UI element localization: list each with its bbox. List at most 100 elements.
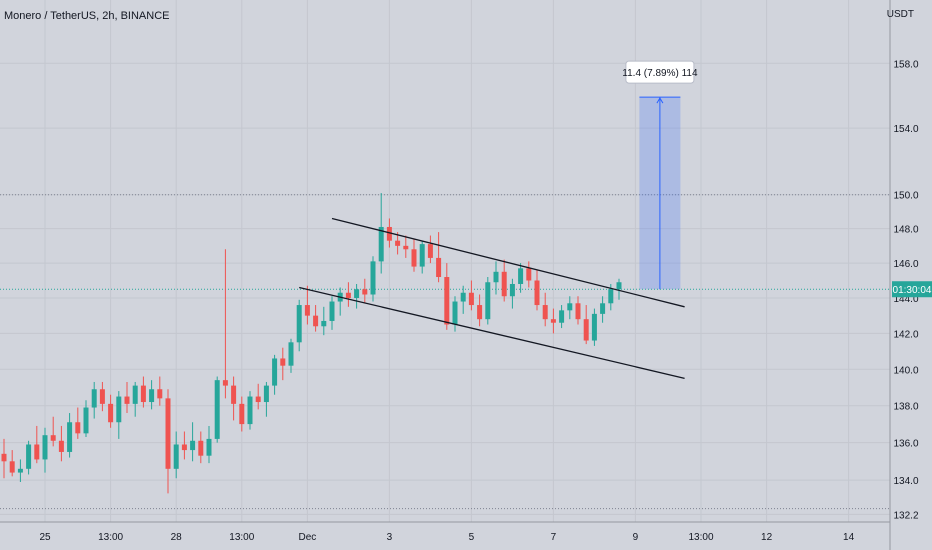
- candle-body: [116, 396, 122, 423]
- price-tick-label: 144.0: [893, 294, 918, 305]
- candle-body: [288, 342, 294, 366]
- candle-body: [313, 315, 319, 327]
- current-price-badge-bg: [892, 281, 932, 298]
- candle: [34, 425, 40, 464]
- candle-body: [149, 389, 155, 403]
- price-tick-label: 150.0: [893, 191, 918, 202]
- candle-body: [395, 240, 401, 246]
- candle: [206, 425, 212, 464]
- candle: [99, 381, 105, 412]
- candle-body: [600, 303, 606, 314]
- price-range-label-bg: [625, 60, 695, 84]
- candle: [419, 240, 425, 274]
- candle-body: [173, 444, 179, 469]
- candle-body: [296, 305, 302, 343]
- candle-body: [140, 385, 146, 403]
- candle-body: [263, 385, 269, 403]
- candle: [75, 407, 81, 439]
- candle: [378, 193, 384, 274]
- time-tick-label: 28: [171, 532, 183, 543]
- candle: [395, 232, 401, 255]
- candle: [91, 381, 97, 419]
- candle: [583, 305, 589, 345]
- candle: [616, 278, 622, 300]
- candle: [403, 235, 409, 258]
- candle-body: [83, 407, 89, 434]
- candle: [67, 413, 73, 458]
- candle: [411, 238, 417, 272]
- currency-unit[interactable]: USDT: [886, 9, 914, 20]
- candle: [550, 308, 556, 334]
- candle-body: [509, 283, 515, 297]
- candle-body: [362, 289, 368, 295]
- candle-body: [591, 313, 597, 341]
- candle-body: [17, 468, 23, 473]
- candle: [108, 394, 114, 428]
- candle: [436, 232, 442, 283]
- price-tick-label: 154.0: [893, 124, 918, 135]
- candle: [157, 376, 163, 406]
- candle: [26, 440, 32, 475]
- candle-body: [575, 303, 581, 320]
- price-range-label-text: 11.4 (7.89%) 114: [622, 68, 698, 79]
- candle-body: [198, 440, 204, 456]
- candle: [559, 305, 565, 329]
- candle-body: [42, 435, 48, 460]
- candle: [132, 381, 138, 417]
- candle-body: [75, 422, 81, 434]
- candle-body: [354, 289, 360, 299]
- candle: [354, 283, 360, 309]
- candle-body: [329, 301, 335, 321]
- candle-body: [165, 398, 171, 469]
- time-tick-label: 9: [633, 532, 639, 543]
- candle-body: [427, 244, 433, 258]
- time-tick-label: 13:00: [688, 532, 713, 543]
- candle: [116, 391, 122, 439]
- candle: [272, 354, 278, 395]
- candle-body: [452, 301, 458, 325]
- candle: [149, 380, 155, 410]
- candle: [50, 416, 56, 447]
- price-tick-label: 158.0: [893, 59, 918, 70]
- candle-body: [304, 305, 310, 316]
- candle-body: [567, 303, 573, 311]
- candle: [190, 422, 196, 462]
- channel-lower-line: [299, 286, 685, 379]
- chart-title: Monero / TetherUS, 2h, BINANCE: [4, 10, 170, 22]
- candle: [567, 296, 573, 320]
- candle: [534, 270, 540, 311]
- candle-body: [91, 389, 97, 408]
- candle: [288, 338, 294, 373]
- candle: [362, 278, 368, 304]
- candle: [345, 282, 351, 307]
- grid-lines: [0, 0, 890, 522]
- candle: [247, 391, 253, 430]
- candle: [231, 376, 237, 421]
- channel-upper-line: [331, 217, 685, 308]
- candle: [198, 431, 204, 464]
- candle-body: [124, 396, 130, 404]
- candle: [263, 381, 269, 417]
- time-tick-label: 7: [551, 532, 557, 543]
- candle-body: [280, 358, 286, 366]
- candle-body: [181, 444, 187, 451]
- price-tick-label: 134.0: [893, 476, 918, 487]
- candle-body: [190, 440, 196, 451]
- candle-body: [460, 292, 466, 302]
- candle-body: [436, 257, 442, 278]
- price-tick-label: 132.2: [893, 510, 918, 521]
- candle-body: [616, 282, 622, 290]
- candle-body: [419, 244, 425, 267]
- candle: [575, 296, 581, 325]
- candle: [214, 376, 220, 443]
- candle: [83, 400, 89, 438]
- candle-body: [444, 277, 450, 325]
- candle: [17, 459, 23, 483]
- candle-body: [34, 444, 40, 460]
- candle-body: [50, 435, 56, 441]
- price-range-label: 11.4 (7.89%) 114: [622, 60, 698, 84]
- candle-body: [222, 380, 228, 386]
- candle: [444, 263, 450, 330]
